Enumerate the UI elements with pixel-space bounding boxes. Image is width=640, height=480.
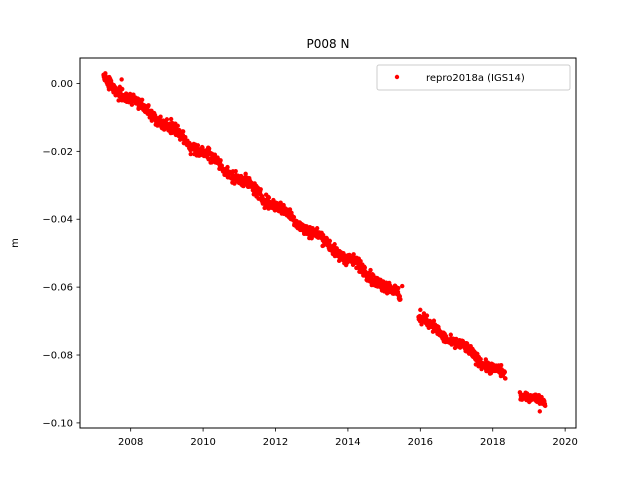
data-point bbox=[309, 236, 314, 241]
y-tick-label: 0.00 bbox=[51, 79, 73, 90]
data-point bbox=[225, 164, 230, 170]
data-point bbox=[180, 129, 186, 134]
legend-marker bbox=[394, 74, 400, 80]
data-point bbox=[327, 238, 333, 244]
data-point bbox=[120, 86, 125, 92]
data-point bbox=[421, 311, 427, 316]
data-point bbox=[502, 369, 507, 375]
data-point bbox=[543, 403, 548, 409]
data-point bbox=[358, 258, 363, 264]
x-tick-label: 2016 bbox=[408, 437, 433, 448]
x-tick-label: 2008 bbox=[118, 437, 143, 448]
y-tick-label: −0.02 bbox=[42, 147, 73, 158]
data-point bbox=[152, 113, 158, 118]
data-point bbox=[368, 267, 373, 273]
x-tick-label: 2012 bbox=[263, 437, 288, 448]
x-tick-label: 2018 bbox=[480, 437, 505, 448]
data-point bbox=[291, 214, 297, 220]
data-point bbox=[362, 265, 368, 270]
data-point bbox=[158, 114, 163, 119]
y-tick-label: −0.10 bbox=[42, 418, 73, 429]
data-point bbox=[398, 297, 403, 302]
y-tick-label: −0.08 bbox=[42, 351, 73, 362]
data-point bbox=[119, 77, 124, 82]
data-point bbox=[258, 187, 263, 192]
y-axis-label: m bbox=[10, 238, 21, 248]
data-point bbox=[188, 151, 193, 157]
legend: repro2018a (IGS14) bbox=[376, 64, 571, 91]
y-tick-label: −0.06 bbox=[42, 283, 73, 294]
legend-box bbox=[376, 64, 571, 91]
data-point bbox=[287, 207, 293, 212]
data-point bbox=[351, 252, 356, 257]
data-point bbox=[129, 102, 135, 107]
chart-title: P008 N bbox=[307, 37, 350, 51]
data-point bbox=[431, 318, 437, 323]
data-point bbox=[168, 116, 174, 122]
x-tick-label: 2020 bbox=[552, 437, 577, 448]
data-point bbox=[400, 283, 405, 289]
data-point bbox=[503, 376, 508, 381]
data-point bbox=[146, 103, 151, 108]
data-point bbox=[418, 307, 423, 313]
data-point bbox=[233, 169, 238, 174]
data-point bbox=[454, 336, 459, 342]
data-point bbox=[483, 357, 488, 362]
data-point bbox=[314, 226, 320, 231]
x-tick-label: 2014 bbox=[335, 437, 360, 448]
data-point bbox=[243, 171, 248, 177]
data-point bbox=[195, 143, 201, 148]
x-tick-label: 2010 bbox=[190, 437, 215, 448]
data-point bbox=[164, 117, 170, 122]
data-point bbox=[478, 357, 483, 362]
data-point bbox=[103, 71, 108, 76]
data-point bbox=[139, 97, 145, 103]
data-point bbox=[212, 152, 218, 157]
data-point bbox=[452, 345, 458, 351]
data-point bbox=[218, 158, 223, 163]
y-tick-label: −0.04 bbox=[42, 215, 73, 226]
y-axis: 0.00 −0.02 −0.04 −0.06 −0.08 −0.10 bbox=[42, 79, 80, 429]
data-point bbox=[238, 173, 244, 179]
data-point bbox=[537, 409, 542, 414]
data-point bbox=[266, 195, 272, 200]
data-point bbox=[332, 242, 337, 247]
data-point bbox=[206, 146, 212, 151]
data-point bbox=[396, 285, 401, 291]
data-point bbox=[424, 313, 430, 318]
data-points bbox=[101, 71, 548, 414]
legend-label: repro2018a (IGS14) bbox=[426, 73, 525, 84]
data-point bbox=[448, 332, 453, 337]
data-point bbox=[175, 123, 180, 129]
x-axis: 2008 2010 2012 2014 2016 2018 2020 bbox=[118, 428, 578, 448]
plot-frame bbox=[79, 57, 577, 429]
data-point bbox=[419, 322, 424, 327]
data-point bbox=[498, 363, 504, 368]
